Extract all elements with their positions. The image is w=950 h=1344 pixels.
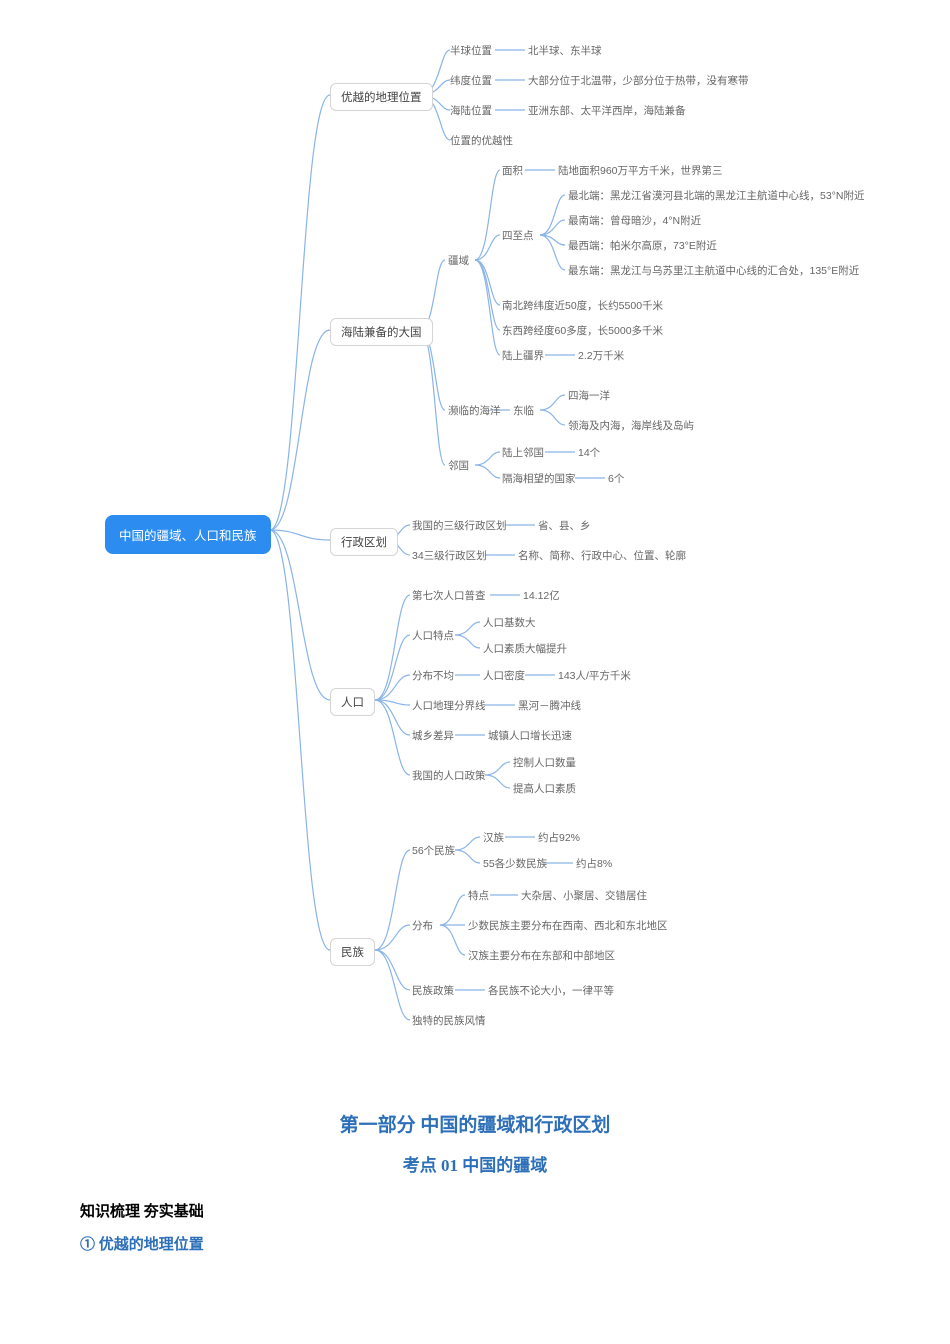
leaf-poppolicy-a: 控制人口数量 (513, 755, 576, 770)
leaf-border-k: 陆上疆界 (502, 348, 544, 363)
leaf-seas-a: 四海一洋 (568, 388, 610, 403)
node-admin: 行政区划 (330, 528, 398, 556)
leaf-hemisphere-v: 北半球、东半球 (528, 43, 602, 58)
leaf-urban-k: 城乡差异 (412, 728, 454, 743)
leaf-poppolicy: 我国的人口政策 (412, 768, 486, 783)
leaf-neigh-land-v: 14个 (578, 445, 600, 460)
root-node: 中国的疆域、人口和民族 (105, 515, 271, 554)
leaf-advantage: 位置的优越性 (450, 133, 513, 148)
leaf-popfeat: 人口特点 (412, 628, 454, 643)
footer-title2: 考点 01 中国的疆域 (0, 1151, 950, 1176)
node-sealand-power: 海陆兼备的大国 (330, 318, 433, 346)
leaf-urban-v: 城镇人口增长迅速 (488, 728, 572, 743)
leaf-sealand-v: 亚洲东部、太平洋西岸，海陆兼备 (528, 103, 686, 118)
leaf-popfeat-b: 人口素质大幅提升 (483, 641, 567, 656)
leaf-ext-south: 最南端：曾母暗沙，4°N附近 (568, 213, 701, 228)
leaf-dist-feat-k: 特点 (468, 888, 489, 903)
leaf-sealand-k: 海陆位置 (450, 103, 492, 118)
node-ethnic: 民族 (330, 938, 375, 966)
leaf-density-v: 143人/平方千米 (558, 668, 631, 683)
leaf-custom: 独特的民族风情 (412, 1013, 486, 1028)
leaf-density-k: 分布不均 (412, 668, 454, 683)
leaf-popline-v: 黑河－腾冲线 (518, 698, 581, 713)
leaf-ethpolicy-v: 各民族不论大小，一律平等 (488, 983, 614, 998)
leaf-neighbors: 邻国 (448, 458, 469, 473)
leaf-ethpolicy-k: 民族政策 (412, 983, 454, 998)
leaf-border-v: 2.2万千米 (578, 348, 624, 363)
leaf-hemisphere-k: 半球位置 (450, 43, 492, 58)
leaf-admin34-k: 34三级行政区划 (412, 548, 487, 563)
leaf-minor-k: 55各少数民族 (483, 856, 547, 871)
leaf-dist-feat-v: 大杂居、小聚居、交错居住 (521, 888, 647, 903)
leaf-seas: 濒临的海洋 (448, 403, 501, 418)
leaf-admin3-k: 我国的三级行政区划 (412, 518, 507, 533)
leaf-poppolicy-b: 提高人口素质 (513, 781, 576, 796)
leaf-dist-han: 汉族主要分布在东部和中部地区 (468, 948, 615, 963)
footer: 第一部分 中国的疆域和行政区划 考点 01 中国的疆域 (0, 1110, 950, 1176)
leaf-territory: 疆域 (448, 253, 469, 268)
leaf-area-v: 陆地面积960万平方千米，世界第三 (558, 163, 723, 178)
leaf-ns: 南北跨纬度近50度，长约5500千米 (502, 298, 663, 313)
node-ethnic-label: 民族 (341, 947, 364, 959)
node-population: 人口 (330, 688, 375, 716)
leaf-area-k: 面积 (502, 163, 523, 178)
leaf-ew: 东西跨经度60多度，长5000多千米 (502, 323, 663, 338)
leaf-han-k: 汉族 (483, 830, 504, 845)
node-admin-label: 行政区划 (341, 537, 387, 549)
footer-title1: 第一部分 中国的疆域和行政区划 (0, 1110, 950, 1137)
leaf-extremes: 四至点 (502, 228, 534, 243)
leaf-census-k: 第七次人口普查 (412, 588, 486, 603)
leaf-popline-k: 人口地理分界线 (412, 698, 486, 713)
section-heading-1: 知识梳理 夯实基础 (80, 1200, 950, 1221)
leaf-density-m: 人口密度 (483, 668, 525, 683)
node-geo: 优越的地理位置 (330, 83, 433, 111)
leaf-latitude-v: 大部分位于北温带，少部分位于热带，没有寒带 (528, 73, 749, 88)
leaf-dist: 分布 (412, 918, 433, 933)
leaf-admin3-v: 省、县、乡 (538, 518, 591, 533)
leaf-ext-north: 最北端：黑龙江省漠河县北端的黑龙江主航道中心线，53°N附近 (568, 188, 864, 203)
section-block: 知识梳理 夯实基础 ① 优越的地理位置 (80, 1200, 950, 1254)
leaf-minor-v: 约占8% (576, 856, 612, 871)
mindmap-canvas: 中国的疆域、人口和民族 优越的地理位置 半球位置 北半球、东半球 纬度位置 大部… (0, 20, 950, 1100)
section-heading-2: ① 优越的地理位置 (80, 1233, 950, 1254)
leaf-neigh-sea-k: 隔海相望的国家 (502, 471, 576, 486)
node-sealand-power-label: 海陆兼备的大国 (341, 327, 422, 339)
leaf-neigh-sea-v: 6个 (608, 471, 624, 486)
leaf-neigh-land-k: 陆上邻国 (502, 445, 544, 460)
leaf-admin34-v: 名称、简称、行政中心、位置、轮廓 (518, 548, 686, 563)
leaf-56: 56个民族 (412, 843, 455, 858)
node-geo-label: 优越的地理位置 (341, 92, 422, 104)
leaf-ext-west: 最西端：帕米尔高原，73°E附近 (568, 238, 717, 253)
leaf-dist-minor: 少数民族主要分布在西南、西北和东北地区 (468, 918, 668, 933)
leaf-seas-face: 东临 (513, 403, 534, 418)
leaf-census-v: 14.12亿 (523, 588, 560, 603)
leaf-ext-east: 最东端：黑龙江与乌苏里江主航道中心线的汇合处，135°E附近 (568, 263, 859, 278)
node-population-label: 人口 (341, 697, 364, 709)
leaf-latitude-k: 纬度位置 (450, 73, 492, 88)
leaf-han-v: 约占92% (538, 830, 580, 845)
root-label: 中国的疆域、人口和民族 (119, 529, 257, 543)
leaf-popfeat-a: 人口基数大 (483, 615, 536, 630)
leaf-seas-b: 领海及内海，海岸线及岛屿 (568, 418, 694, 433)
